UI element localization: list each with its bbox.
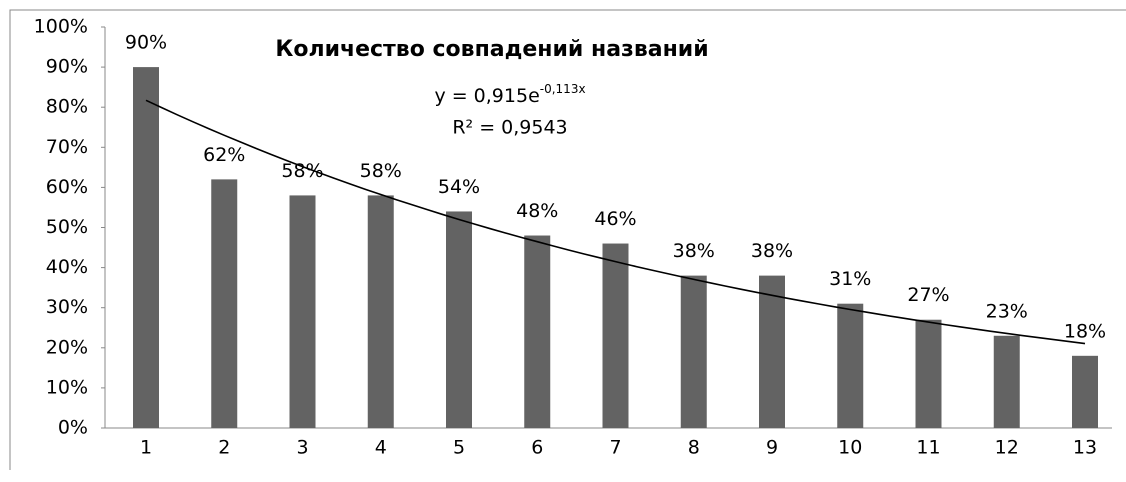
data-label: 18% xyxy=(1064,320,1106,342)
equation: y = 0,915e xyxy=(434,85,539,107)
data-label: 58% xyxy=(281,160,323,182)
y-tick-label: 30% xyxy=(46,296,88,318)
data-label: 38% xyxy=(751,240,793,262)
data-label: 48% xyxy=(516,200,558,222)
chart-title: Количество совпадений названий xyxy=(275,37,708,62)
bar xyxy=(133,67,159,428)
x-tick-label: 9 xyxy=(766,437,778,459)
data-label: 38% xyxy=(673,240,715,262)
data-label: 62% xyxy=(203,144,245,166)
data-label: 46% xyxy=(594,208,636,230)
x-tick-label: 10 xyxy=(838,437,862,459)
data-label: 54% xyxy=(438,176,480,198)
trendline xyxy=(145,99,1086,345)
trend-equation: y = 0,915e-0,113x xyxy=(434,82,585,107)
x-tick-label: 7 xyxy=(609,437,621,459)
bar xyxy=(837,303,864,428)
y-tick-label: 20% xyxy=(46,336,88,358)
bar xyxy=(211,179,238,428)
data-label: 27% xyxy=(907,284,949,306)
bar xyxy=(524,235,551,428)
bar xyxy=(602,243,629,428)
y-tick-label: 90% xyxy=(46,56,88,78)
bar xyxy=(680,275,707,428)
bar xyxy=(289,195,316,428)
y-tick-label: 0% xyxy=(58,417,88,439)
x-tick-label: 2 xyxy=(218,437,230,459)
x-tick-label: 3 xyxy=(296,437,308,459)
y-tick-label: 60% xyxy=(46,176,88,198)
x-tick-label: 6 xyxy=(531,437,543,459)
x-tick-label: 11 xyxy=(916,437,940,459)
y-tick-label: 10% xyxy=(46,376,88,398)
y-tick-label: 70% xyxy=(46,136,88,158)
data-label: 90% xyxy=(125,32,167,54)
x-tick-label: 13 xyxy=(1073,437,1097,459)
bar xyxy=(1072,355,1098,428)
data-label: 31% xyxy=(829,268,871,290)
y-tick-label: 40% xyxy=(46,256,88,278)
data-label: 23% xyxy=(986,300,1028,322)
bar xyxy=(446,211,472,428)
y-tick-label: 80% xyxy=(46,96,88,118)
bar xyxy=(367,195,394,428)
x-tick-label: 4 xyxy=(375,437,387,459)
y-tick-label: 100% xyxy=(34,16,88,38)
x-tick-label: 1 xyxy=(140,437,152,459)
x-tick-label: 8 xyxy=(688,437,700,459)
bar xyxy=(915,319,942,428)
y-tick-label: 50% xyxy=(46,216,88,238)
bar xyxy=(993,335,1020,428)
chart-frame xyxy=(9,9,1126,470)
data-label: 58% xyxy=(360,160,402,182)
x-tick-label: 5 xyxy=(453,437,465,459)
r-squared: R² = 0,9543 xyxy=(452,117,567,139)
x-tick-label: 12 xyxy=(995,437,1019,459)
equation-exponent: -0,113x xyxy=(540,82,586,96)
bar xyxy=(759,275,785,428)
